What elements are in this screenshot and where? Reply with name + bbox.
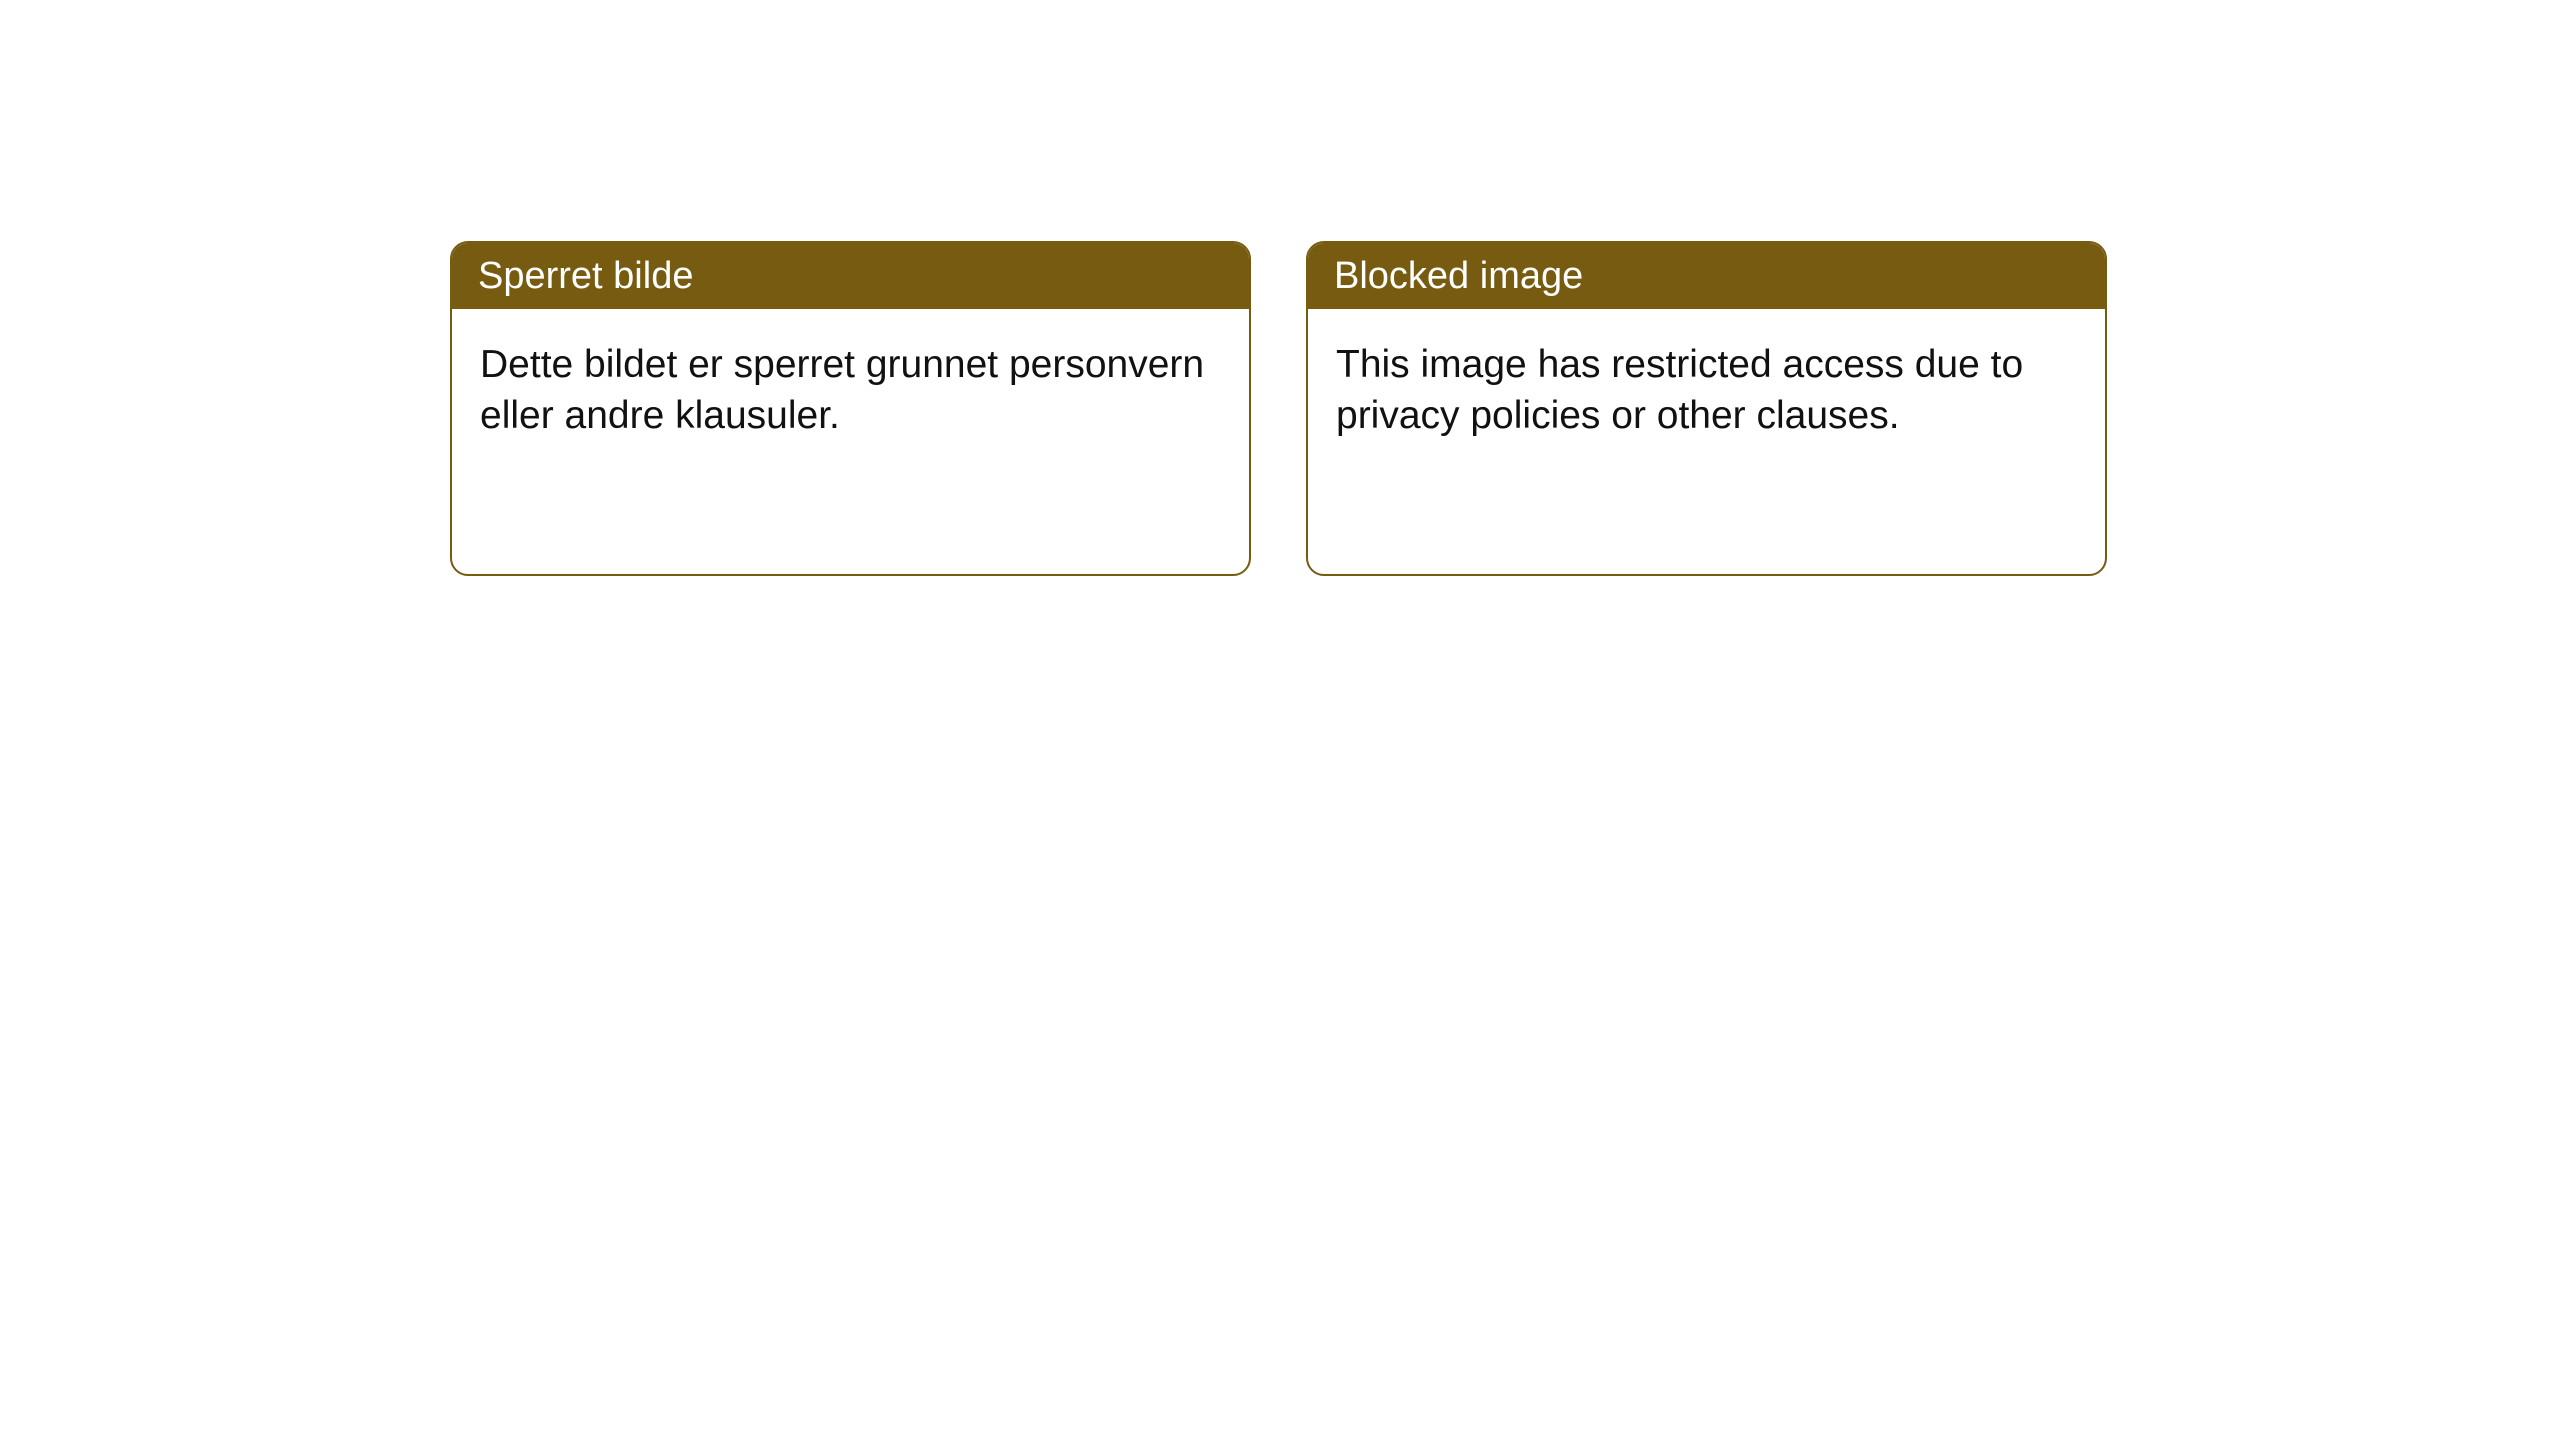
card-body-no: Dette bildet er sperret grunnet personve… [452, 309, 1249, 462]
card-body-text-no: Dette bildet er sperret grunnet personve… [480, 343, 1204, 437]
card-body-en: This image has restricted access due to … [1308, 309, 2105, 462]
blocked-image-card-no: Sperret bilde Dette bildet er sperret gr… [450, 241, 1251, 576]
card-title-en: Blocked image [1334, 255, 1583, 297]
page-canvas: Sperret bilde Dette bildet er sperret gr… [0, 0, 2560, 1440]
card-body-text-en: This image has restricted access due to … [1336, 343, 2023, 437]
blocked-image-card-en: Blocked image This image has restricted … [1306, 241, 2107, 576]
card-header-no: Sperret bilde [452, 243, 1249, 309]
card-header-en: Blocked image [1308, 243, 2105, 309]
card-title-no: Sperret bilde [478, 255, 693, 297]
